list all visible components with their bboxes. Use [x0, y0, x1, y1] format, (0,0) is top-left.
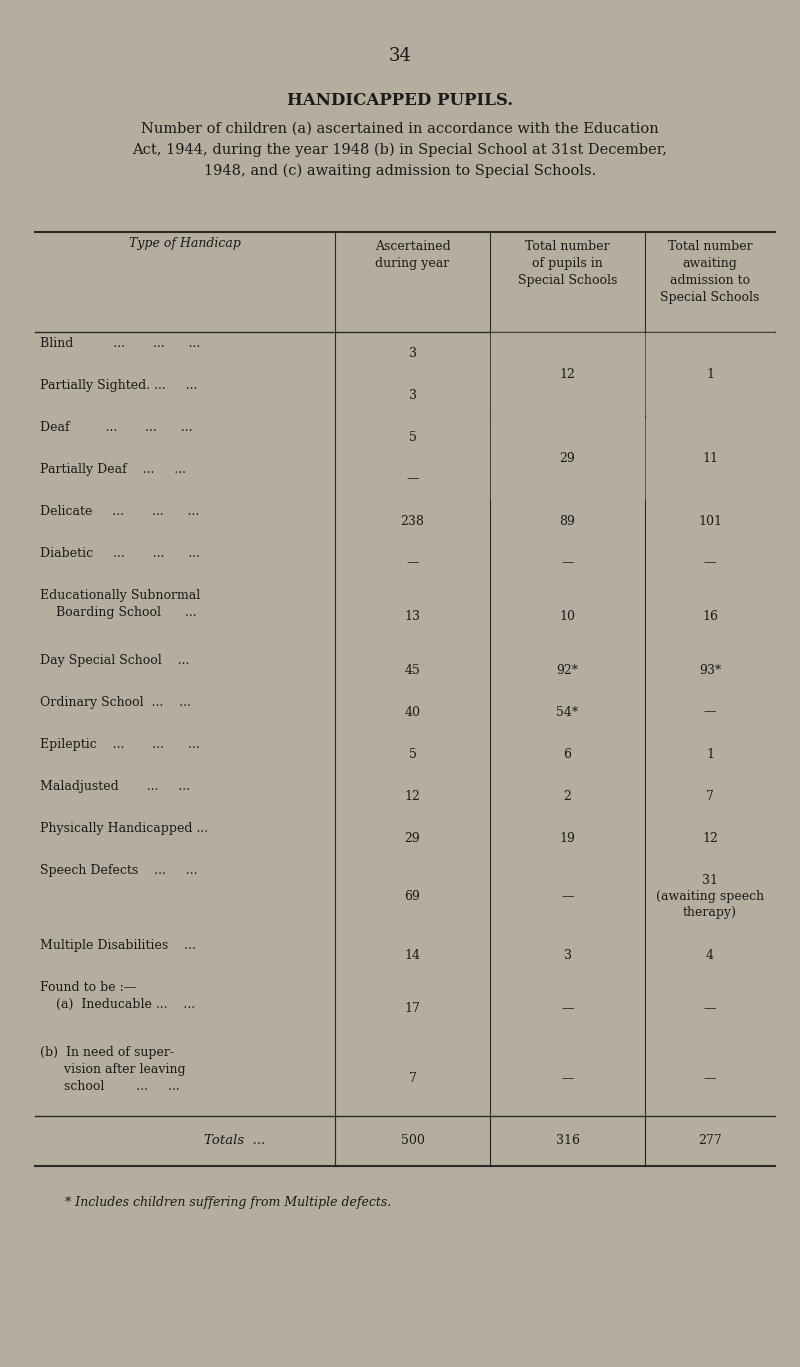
Text: Multiple Disabilities    ...: Multiple Disabilities ... [40, 939, 196, 951]
Text: Maladjusted       ...     ...: Maladjusted ... ... [40, 781, 190, 793]
Text: Found to be :—
    (a)  Ineducable ...    ...: Found to be :— (a) Ineducable ... ... [40, 982, 195, 1012]
Text: Diabetic     ...       ...      ...: Diabetic ... ... ... [40, 547, 200, 560]
Text: —: — [406, 473, 418, 485]
Text: —: — [704, 556, 716, 570]
Text: 277: 277 [698, 1135, 722, 1147]
Text: 92*: 92* [557, 663, 578, 677]
Text: —: — [562, 556, 574, 570]
Text: 3: 3 [563, 949, 571, 961]
Text: Blind          ...       ...      ...: Blind ... ... ... [40, 338, 200, 350]
Text: —: — [704, 705, 716, 719]
Text: Total number
awaiting
admission to
Special Schools: Total number awaiting admission to Speci… [660, 241, 760, 303]
Text: —: — [562, 1002, 574, 1016]
Text: Number of children (a) ascertained in accordance with the Education
Act, 1944, d: Number of children (a) ascertained in ac… [133, 122, 667, 179]
Text: Epileptic    ...       ...      ...: Epileptic ... ... ... [40, 738, 200, 750]
Text: Physically Handicapped ...: Physically Handicapped ... [40, 822, 208, 835]
Text: Speech Defects    ...     ...: Speech Defects ... ... [40, 864, 198, 878]
Text: 238: 238 [401, 514, 425, 528]
Text: 19: 19 [559, 831, 575, 845]
Text: 101: 101 [698, 514, 722, 528]
Text: 1: 1 [706, 368, 714, 380]
Text: 14: 14 [405, 949, 421, 961]
Text: 29: 29 [560, 473, 575, 485]
Bar [491, 417, 644, 499]
Text: 2: 2 [563, 790, 571, 802]
Text: 93*: 93* [699, 663, 721, 677]
Text: Totals  ...: Totals ... [204, 1135, 266, 1147]
Text: 500: 500 [401, 1135, 425, 1147]
Text: 69: 69 [405, 890, 421, 904]
Text: 40: 40 [405, 705, 421, 719]
Text: Ordinary School  ...    ...: Ordinary School ... ... [40, 696, 191, 709]
Text: 29: 29 [560, 451, 575, 465]
Text: —: — [704, 1002, 716, 1016]
Text: 31
(awaiting speech
therapy): 31 (awaiting speech therapy) [656, 874, 764, 919]
Text: Educationally Subnormal
    Boarding School      ...: Educationally Subnormal Boarding School … [40, 589, 200, 619]
Text: 10: 10 [559, 610, 575, 623]
Text: 5: 5 [409, 431, 417, 443]
Text: 12: 12 [559, 368, 575, 380]
Text: 34: 34 [389, 46, 411, 66]
Text: Partially Deaf    ...     ...: Partially Deaf ... ... [40, 463, 186, 476]
Text: 1: 1 [706, 388, 714, 402]
Text: 12: 12 [559, 388, 575, 402]
Text: 89: 89 [559, 514, 575, 528]
Text: 11: 11 [702, 451, 718, 465]
Text: Total number
of pupils in
Special Schools: Total number of pupils in Special School… [518, 241, 617, 287]
Text: 13: 13 [405, 610, 421, 623]
Text: 29: 29 [405, 831, 420, 845]
Text: —: — [406, 556, 418, 570]
Text: 16: 16 [702, 610, 718, 623]
Text: 3: 3 [409, 388, 417, 402]
Text: Day Special School    ...: Day Special School ... [40, 653, 190, 667]
Text: * Includes children suffering from Multiple defects.: * Includes children suffering from Multi… [65, 1196, 391, 1208]
Text: 3: 3 [409, 346, 417, 360]
Text: 12: 12 [702, 831, 718, 845]
Bar [646, 334, 774, 416]
Text: Deaf         ...       ...      ...: Deaf ... ... ... [40, 421, 193, 433]
Text: —: — [562, 890, 574, 904]
Text: Partially Sighted. ...     ...: Partially Sighted. ... ... [40, 379, 198, 392]
Text: —: — [562, 1072, 574, 1085]
Bar [491, 334, 644, 416]
Text: —: — [704, 1072, 716, 1085]
Text: 5: 5 [409, 748, 417, 760]
Text: Type of Handicap: Type of Handicap [129, 236, 241, 250]
Text: 12: 12 [405, 790, 421, 802]
Text: 1: 1 [706, 748, 714, 760]
Text: 17: 17 [405, 1002, 421, 1016]
Text: Ascertained
during year: Ascertained during year [374, 241, 450, 271]
Text: 11: 11 [702, 473, 718, 485]
Text: Delicate     ...       ...      ...: Delicate ... ... ... [40, 504, 199, 518]
Text: 316: 316 [555, 1135, 579, 1147]
Text: 45: 45 [405, 663, 421, 677]
Text: 6: 6 [563, 748, 571, 760]
Text: 4: 4 [706, 949, 714, 961]
Bar [646, 417, 774, 499]
Text: 7: 7 [409, 1072, 417, 1085]
Text: HANDICAPPED PUPILS.: HANDICAPPED PUPILS. [287, 92, 513, 109]
Text: 54*: 54* [557, 705, 578, 719]
Text: (b)  In need of super-
      vision after leaving
      school        ...     ..: (b) In need of super- vision after leavi… [40, 1046, 186, 1094]
Text: 7: 7 [706, 790, 714, 802]
